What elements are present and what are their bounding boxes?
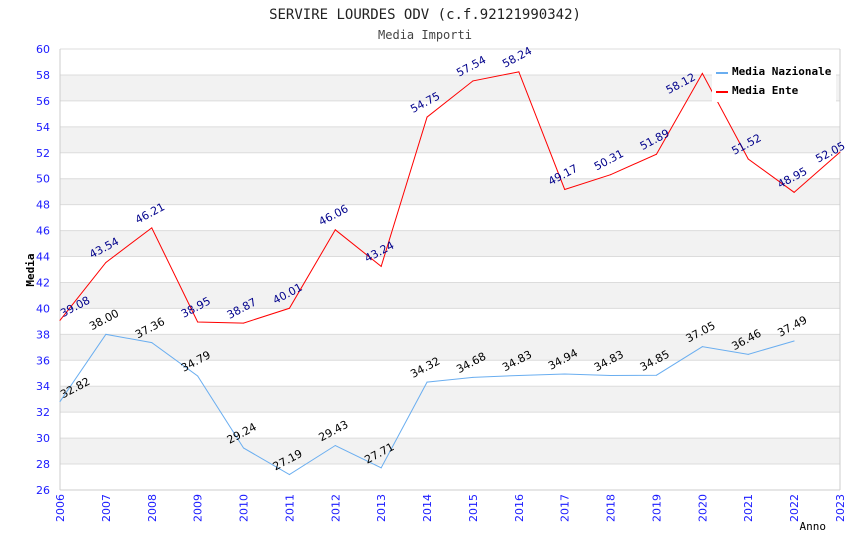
x-tick-label: 2010 bbox=[238, 494, 251, 522]
chart-subtitle: Media Importi bbox=[378, 28, 472, 42]
x-tick-label: 2014 bbox=[421, 494, 434, 522]
y-tick-label: 30 bbox=[36, 432, 50, 445]
data-point bbox=[197, 321, 199, 323]
data-label: 58.24 bbox=[500, 44, 534, 70]
y-tick-label: 36 bbox=[36, 354, 50, 367]
x-tick-label: 2008 bbox=[146, 494, 159, 522]
data-point bbox=[472, 376, 474, 378]
data-point bbox=[610, 374, 612, 376]
y-tick-label: 28 bbox=[36, 458, 50, 471]
data-point bbox=[105, 261, 107, 263]
chart-title: SERVIRE LOURDES ODV (c.f.92121990342) bbox=[269, 7, 581, 23]
data-point bbox=[518, 71, 520, 73]
data-point bbox=[655, 374, 657, 376]
data-label: 46.06 bbox=[317, 202, 351, 228]
x-tick-label: 2009 bbox=[192, 494, 205, 522]
y-tick-label: 54 bbox=[36, 121, 50, 134]
x-tick-label: 2011 bbox=[283, 494, 296, 522]
data-point bbox=[701, 346, 703, 348]
x-tick-label: 2018 bbox=[605, 494, 618, 522]
y-tick-label: 56 bbox=[36, 95, 50, 108]
y-tick-label: 42 bbox=[36, 276, 50, 289]
x-tick-label: 2012 bbox=[329, 494, 342, 522]
data-point bbox=[564, 188, 566, 190]
x-tick-label: 2007 bbox=[100, 494, 113, 522]
data-point bbox=[747, 353, 749, 355]
data-point bbox=[59, 319, 61, 321]
y-tick-label: 48 bbox=[36, 199, 50, 212]
data-point bbox=[655, 153, 657, 155]
x-tick-label: 2006 bbox=[54, 494, 67, 522]
grid-band bbox=[60, 282, 840, 309]
x-tick-label: 2023 bbox=[834, 494, 847, 522]
data-point bbox=[243, 322, 245, 324]
y-tick-label: 40 bbox=[36, 302, 50, 315]
y-tick-label: 60 bbox=[36, 43, 50, 56]
grid-band bbox=[60, 230, 840, 257]
y-tick-label: 34 bbox=[36, 380, 50, 393]
data-point bbox=[518, 374, 520, 376]
data-point bbox=[151, 227, 153, 229]
series-line-1 bbox=[59, 71, 841, 324]
grid-band bbox=[60, 386, 840, 413]
y-tick-label: 50 bbox=[36, 173, 50, 186]
data-point bbox=[151, 342, 153, 344]
data-point bbox=[288, 307, 290, 309]
y-tick-label: 38 bbox=[36, 328, 50, 341]
legend-label-ente: Media Ente bbox=[732, 84, 799, 97]
data-point bbox=[564, 373, 566, 375]
y-tick-label: 52 bbox=[36, 147, 50, 160]
data-point bbox=[701, 72, 703, 74]
data-point bbox=[793, 191, 795, 193]
y-tick-label: 32 bbox=[36, 406, 50, 419]
grid-band bbox=[60, 334, 840, 361]
y-tick-label: 26 bbox=[36, 484, 50, 497]
x-tick-label: 2022 bbox=[788, 494, 801, 522]
data-point bbox=[426, 116, 428, 118]
y-tick-label: 46 bbox=[36, 225, 50, 238]
x-tick-label: 2013 bbox=[375, 494, 388, 522]
data-point bbox=[839, 151, 841, 153]
x-tick-label: 2015 bbox=[467, 494, 480, 522]
y-tick-label: 58 bbox=[36, 69, 50, 82]
data-point bbox=[334, 445, 336, 447]
data-point bbox=[610, 174, 612, 176]
x-tick-label: 2016 bbox=[513, 494, 526, 522]
data-point bbox=[747, 158, 749, 160]
data-label: 38.00 bbox=[87, 307, 121, 333]
data-point bbox=[243, 447, 245, 449]
x-tick-label: 2021 bbox=[742, 494, 755, 522]
data-point bbox=[380, 467, 382, 469]
grid-band bbox=[60, 126, 840, 153]
data-point bbox=[105, 333, 107, 335]
grid-band bbox=[60, 438, 840, 465]
data-point bbox=[793, 340, 795, 342]
data-point bbox=[426, 381, 428, 383]
data-point bbox=[472, 80, 474, 82]
data-point bbox=[334, 229, 336, 231]
data-point bbox=[197, 375, 199, 377]
legend-label-nazionale: Media Nazionale bbox=[732, 65, 832, 78]
y-axis-label: Media bbox=[24, 253, 37, 286]
y-tick-label: 44 bbox=[36, 251, 50, 264]
data-point bbox=[59, 401, 61, 403]
grid-band bbox=[60, 178, 840, 205]
x-tick-label: 2020 bbox=[696, 494, 709, 522]
legend: Media Nazionale Media Ente bbox=[712, 60, 836, 102]
x-axis-label: Anno bbox=[800, 520, 827, 533]
x-tick-label: 2019 bbox=[650, 494, 663, 522]
data-point bbox=[288, 474, 290, 476]
data-point bbox=[380, 265, 382, 267]
x-tick-label: 2017 bbox=[559, 494, 572, 522]
